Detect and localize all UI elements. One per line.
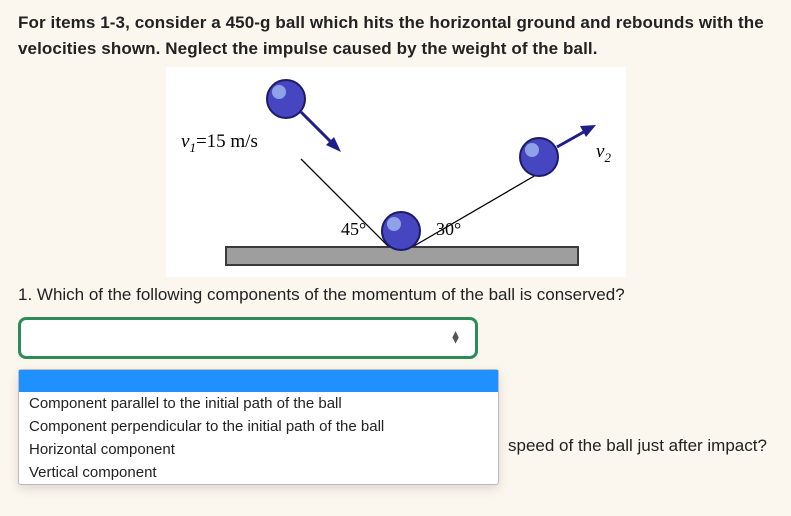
answer-select[interactable]: ▲▼ xyxy=(18,317,478,359)
angle-45: 45° xyxy=(341,219,366,239)
dropdown-highlight-blank[interactable] xyxy=(19,370,498,392)
question-2-fragment: speed of the ball just after impact? xyxy=(508,436,767,456)
dropdown-option[interactable]: Component parallel to the initial path o… xyxy=(19,392,498,415)
ball-top xyxy=(267,80,305,118)
dropdown-panel: Component parallel to the initial path o… xyxy=(18,369,499,485)
incoming-arrow xyxy=(301,112,341,152)
dropdown-option[interactable]: Horizontal component xyxy=(19,438,498,461)
physics-figure: v1=15 m/s v2 45° 30° xyxy=(166,67,626,277)
dropdown-option[interactable]: Vertical component xyxy=(19,461,498,484)
ball-rebound xyxy=(520,138,558,176)
outgoing-arrow xyxy=(557,125,596,147)
question-1-text: 1. Which of the following components of … xyxy=(0,283,791,307)
problem-statement: For items 1-3, consider a 450-g ball whi… xyxy=(0,0,791,61)
figure-container: v1=15 m/s v2 45° 30° xyxy=(0,61,791,283)
angle-30: 30° xyxy=(436,219,461,239)
figure-svg: v1=15 m/s v2 45° 30° xyxy=(166,67,626,277)
v2-label: v2 xyxy=(596,141,611,165)
rebound-path-line xyxy=(414,175,536,246)
dropdown-option[interactable]: Component perpendicular to the initial p… xyxy=(19,415,498,438)
select-caret-icon: ▲▼ xyxy=(450,331,461,344)
v1-label: v1=15 m/s xyxy=(181,131,258,155)
ball-contact xyxy=(382,212,420,250)
